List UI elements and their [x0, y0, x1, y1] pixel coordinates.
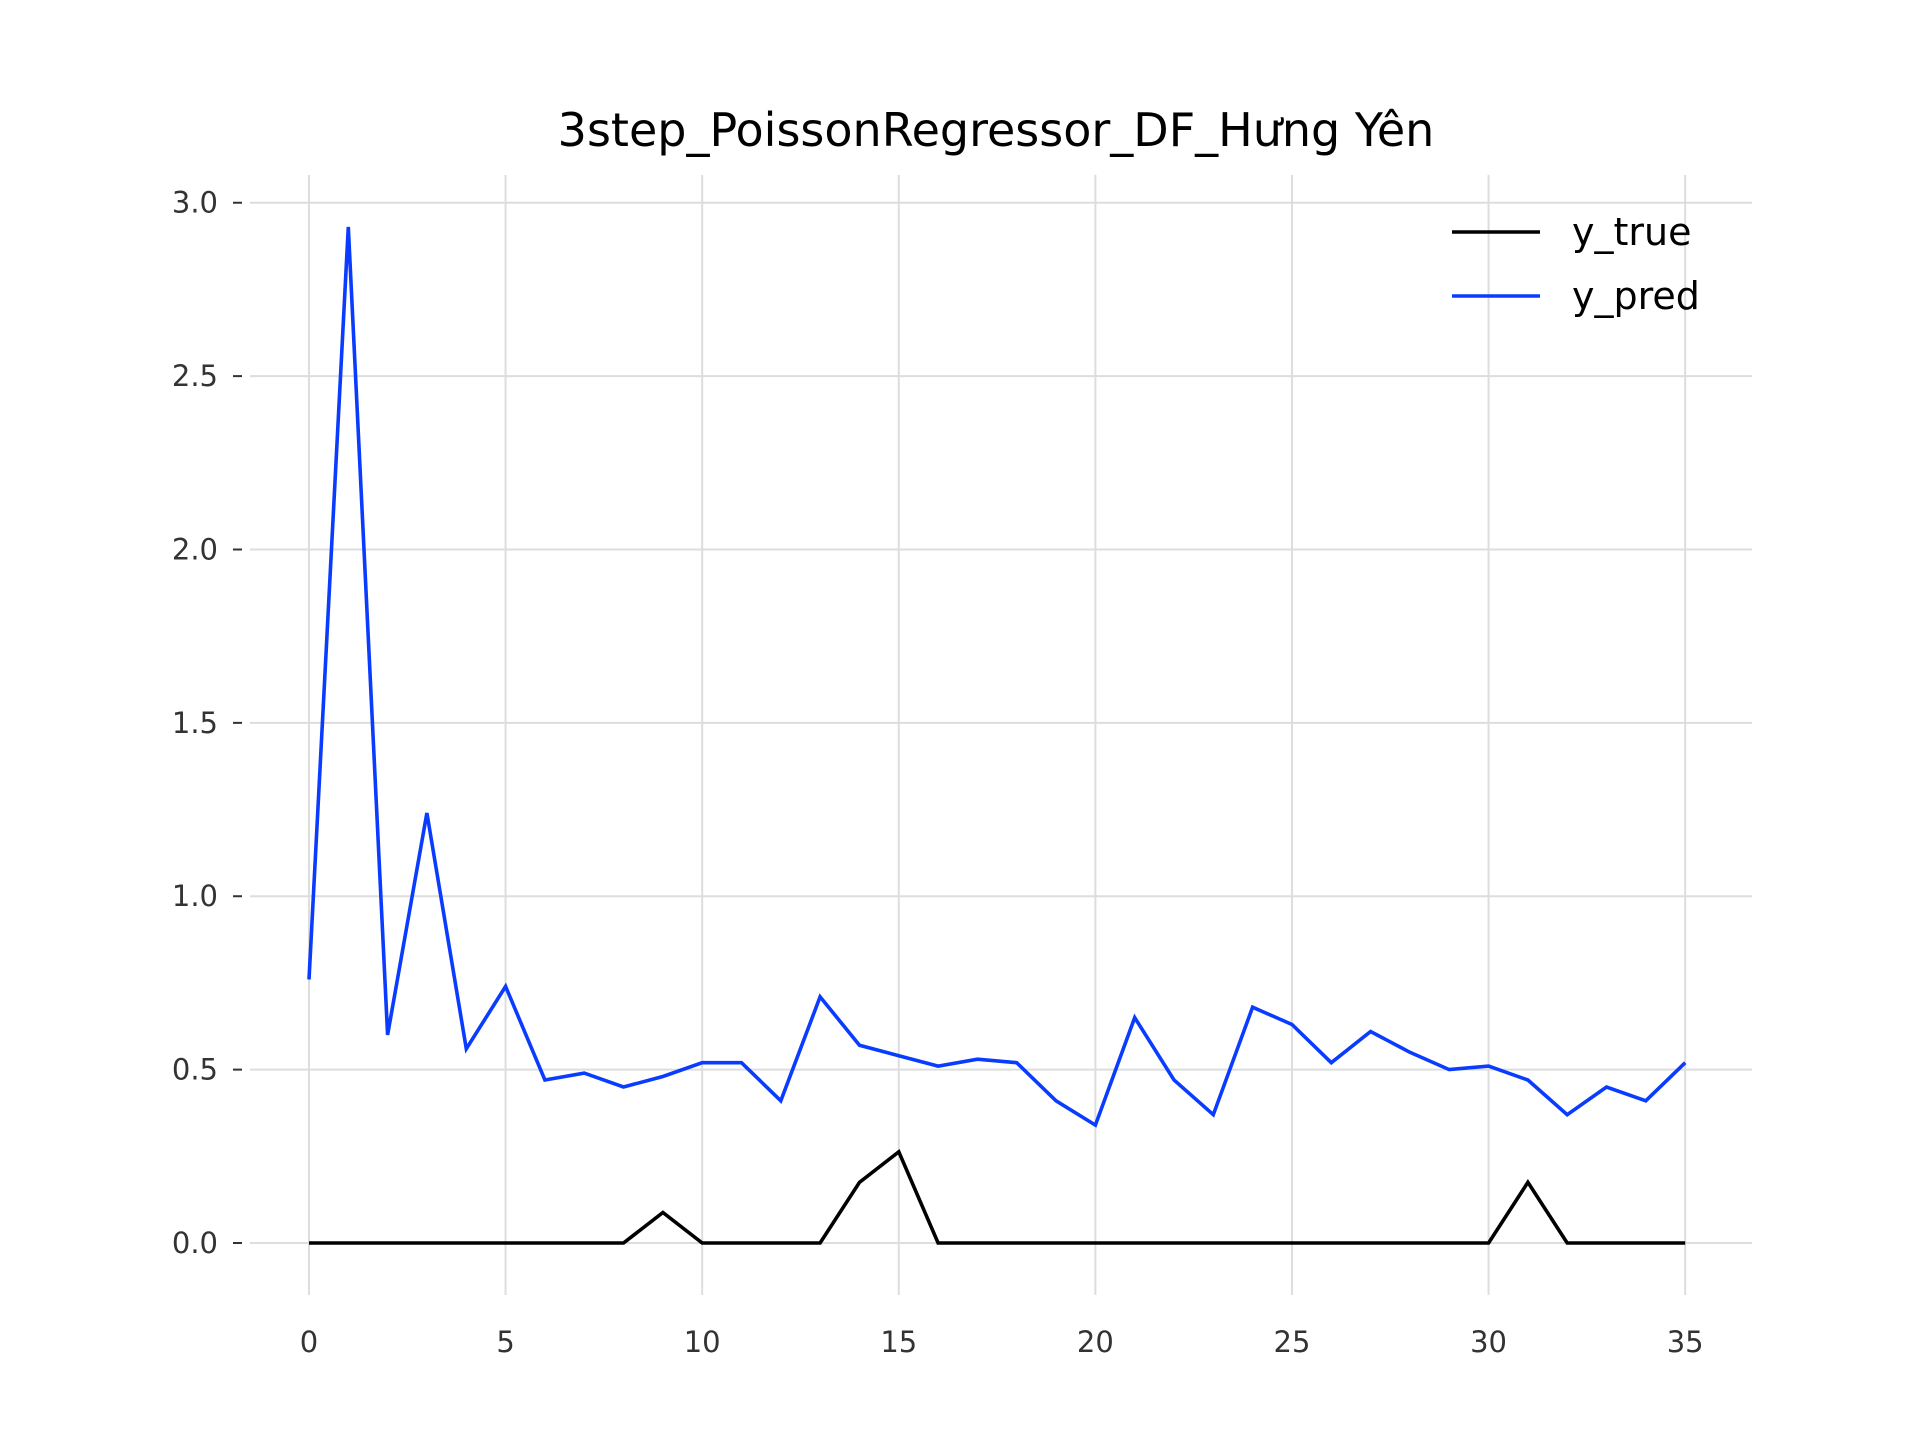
x-tick-label: 30: [1470, 1325, 1507, 1359]
y-tick-label: 0.0: [172, 1226, 218, 1260]
legend: y_true y_pred: [1452, 210, 1700, 318]
x-tick-label: 5: [496, 1325, 514, 1359]
x-axis: 0 5 10 15 20 25 30 35: [300, 1325, 1704, 1359]
x-tick-label: 25: [1274, 1325, 1311, 1359]
x-tick-label: 0: [300, 1325, 318, 1359]
grid: [250, 175, 1752, 1295]
x-tick-label: 20: [1077, 1325, 1114, 1359]
y-tick-label: 0.5: [172, 1053, 218, 1087]
x-tick-label: 35: [1667, 1325, 1704, 1359]
y-axis: 0.0 0.5 1.0 1.5 2.0 2.5 3.0: [172, 186, 242, 1260]
chart-title: 3step_PoissonRegressor_DF_Hưng Yên: [558, 103, 1435, 157]
legend-label-y-pred: y_pred: [1572, 274, 1700, 318]
series-line-y-true: [309, 1148, 1686, 1245]
y-tick-label: 2.5: [172, 359, 218, 393]
x-tick-label: 15: [880, 1325, 917, 1359]
y-tick-label: 1.5: [172, 706, 218, 740]
x-tick-label: 10: [684, 1325, 721, 1359]
legend-label-y-true: y_true: [1572, 210, 1691, 254]
y-tick-label: 1.0: [172, 879, 218, 913]
y-tick-label: 3.0: [172, 186, 218, 220]
series-group: [307, 226, 1687, 1245]
y-tick-label: 2.0: [172, 532, 218, 566]
series-line-y-pred: [307, 226, 1687, 1128]
